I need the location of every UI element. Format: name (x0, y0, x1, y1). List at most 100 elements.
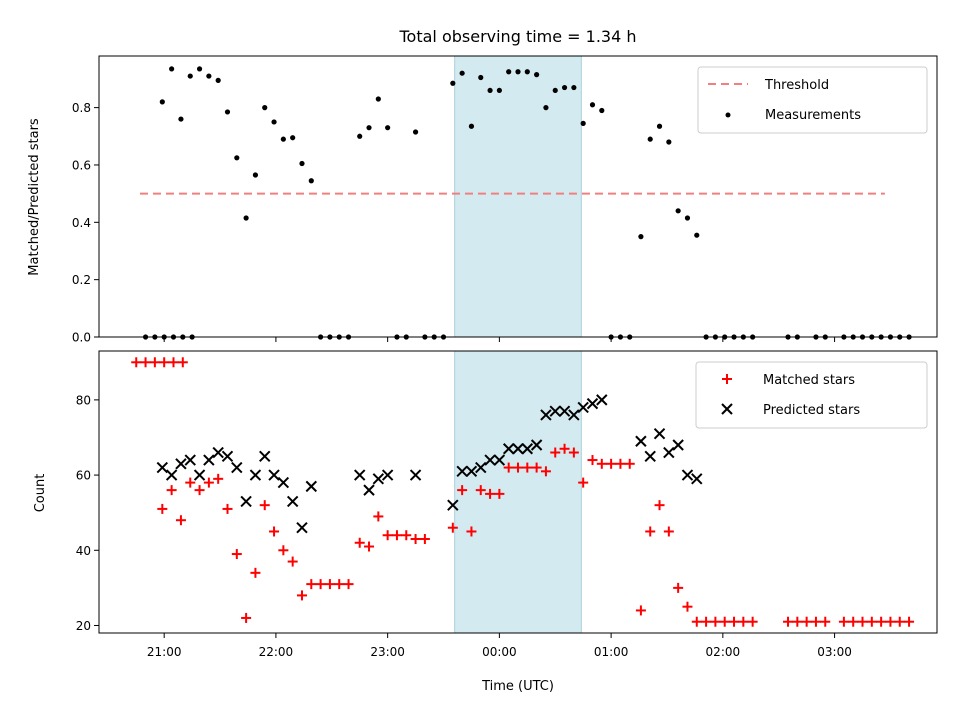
x-stroke-b (663, 446, 675, 459)
matched-star-point (485, 488, 496, 499)
measurement-point (290, 135, 296, 141)
matched-star-point (231, 549, 242, 560)
measurement-point (178, 116, 184, 122)
predicted-star-point (681, 469, 694, 481)
predicted-star-point (354, 469, 366, 481)
legend-predicted-label: Predicted stars (763, 403, 860, 418)
measurement-point (215, 77, 221, 83)
x-stroke-b (221, 450, 234, 462)
matched-star-point (168, 357, 179, 368)
predicted-star-point (240, 495, 252, 508)
measurement-point (385, 125, 391, 131)
predicted-star-point (502, 443, 515, 455)
matched-star-point (615, 458, 626, 469)
matched-star-point (522, 462, 533, 473)
measurement-point (571, 84, 577, 91)
measurement-point (280, 136, 286, 142)
legend-threshold-label: Threshold (764, 78, 829, 93)
measurement-point (496, 87, 502, 94)
predicted-star-point (521, 443, 534, 455)
matched-star-point (838, 616, 849, 627)
legend-predicted-swatch (721, 403, 733, 415)
predicted-star-point (409, 469, 422, 481)
matched-star-point (682, 601, 693, 612)
predicted-star-point (203, 454, 215, 466)
predicted-star-point (212, 446, 224, 459)
y-tick-label: 20 (76, 619, 91, 633)
predicted-star-point (305, 480, 318, 493)
predicted-star-point (549, 405, 561, 417)
measurement-point (252, 172, 259, 178)
legend-measurements-swatch (725, 112, 731, 118)
matched-star-point (531, 462, 542, 473)
predicted-star-point (296, 522, 308, 534)
top-legend-box (697, 66, 928, 134)
measurement-point (561, 84, 568, 91)
legend-measurements-label: Measurements (765, 108, 861, 123)
x-stroke-b (268, 469, 280, 481)
predicted-star-point (586, 397, 599, 410)
measurement-point (234, 155, 240, 161)
x-tick-label: 02:00 (706, 645, 741, 659)
x-stroke-b (381, 469, 394, 481)
x-stroke-b (586, 397, 599, 410)
top-legend: Threshold Measurements (697, 66, 928, 134)
measurement-point (169, 66, 175, 72)
measurement-point (262, 105, 268, 111)
legend-matched-swatch (722, 374, 732, 384)
matched-star-point (550, 447, 561, 458)
x-stroke-b (475, 461, 487, 474)
measurement-point (599, 107, 605, 114)
predicted-stars-points (156, 394, 703, 534)
measurement-point (412, 129, 419, 135)
y-tick-label: 0.4 (72, 216, 91, 230)
matched-star-point (475, 485, 486, 496)
predicted-star-point (184, 454, 196, 466)
measurement-point (299, 160, 305, 167)
y-tick-label: 60 (76, 469, 91, 483)
matched-star-point (810, 616, 821, 627)
predicted-star-point (635, 435, 647, 447)
measurement-point (524, 69, 530, 75)
predicted-star-point (691, 473, 703, 485)
x-stroke-b (681, 469, 694, 481)
predicted-star-point (156, 461, 169, 474)
matched-star-point (457, 485, 468, 496)
matched-star-point (792, 616, 803, 627)
x-stroke-b (558, 405, 571, 417)
measurement-point (675, 208, 681, 214)
measurement-point (552, 87, 558, 94)
y-tick-label: 0.2 (72, 273, 91, 287)
matched-star-point (624, 458, 635, 469)
measurement-point (543, 105, 549, 111)
matched-star-point (904, 616, 915, 627)
predicted-star-point (568, 409, 580, 421)
y-tick-label: 0.6 (72, 158, 91, 172)
matched-star-point (559, 443, 570, 454)
measurement-point (243, 215, 249, 221)
predicted-star-point (165, 469, 178, 481)
matched-star-point (410, 534, 421, 544)
measurement-point (694, 232, 700, 238)
predicted-star-point (484, 454, 496, 466)
predicted-star-point (249, 469, 262, 481)
matched-star-point (848, 616, 859, 627)
predicted-star-point (512, 443, 524, 455)
top-y-ticks: 0.0 0.2 0.4 0.6 0.8 (72, 101, 99, 345)
predicted-star-point (577, 401, 589, 414)
x-tick-label: 22:00 (259, 645, 294, 659)
x-stroke-b (644, 450, 656, 462)
bottom-legend-box (695, 361, 928, 429)
matched-star-point (503, 462, 514, 473)
matched-star-point (885, 616, 896, 627)
measurement-point (224, 109, 231, 115)
legend-plus-marker (722, 374, 732, 384)
predicted-star-point (596, 394, 608, 406)
matched-star-point (324, 579, 335, 590)
predicted-star-point (663, 446, 675, 459)
predicted-star-point (540, 409, 552, 421)
x-stroke-b (259, 450, 271, 462)
predicted-star-point (644, 450, 656, 462)
x-stroke-b (363, 484, 375, 496)
